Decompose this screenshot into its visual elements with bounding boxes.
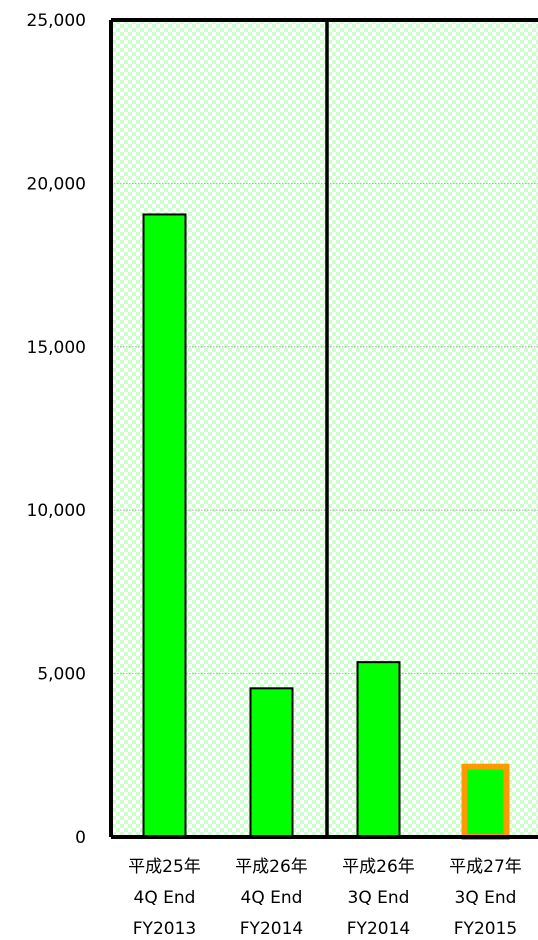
- bar: [249, 687, 294, 839]
- gridlines: [111, 182, 538, 674]
- x-category-label: 3Q End: [348, 888, 410, 908]
- y-tick-label: 20,000: [27, 174, 86, 194]
- bar-highlighted: [461, 763, 510, 840]
- x-category-label: FY2013: [133, 919, 196, 939]
- bars: [142, 213, 510, 840]
- x-category-label: FY2014: [240, 919, 303, 939]
- x-category-label: 平成26年: [235, 857, 308, 877]
- x-category-label: 4Q End: [134, 888, 196, 908]
- y-tick-label: 10,000: [27, 501, 86, 521]
- y-tick-label: 15,000: [27, 338, 86, 358]
- x-category-label: 4Q End: [241, 888, 303, 908]
- y-tick-label: 25,000: [27, 11, 86, 31]
- y-axis-ticks: 0 5,000 10,000 15,000 20,000 25,000: [27, 11, 86, 848]
- x-category-label: FY2015: [454, 919, 517, 939]
- y-tick-label: 0: [75, 828, 86, 848]
- x-category-label: FY2014: [347, 919, 410, 939]
- x-category-label: 平成27年: [449, 857, 522, 877]
- y-tick-label: 5,000: [37, 665, 86, 685]
- bar: [356, 661, 401, 838]
- x-category-label: 平成25年: [128, 857, 201, 877]
- x-category-label: 平成26年: [342, 857, 415, 877]
- x-category-label: 3Q End: [455, 888, 517, 908]
- x-axis-labels: 平成25年 4Q End FY2013 平成26年 4Q End FY2014 平成26年 3…: [128, 857, 522, 939]
- bar: [142, 213, 187, 839]
